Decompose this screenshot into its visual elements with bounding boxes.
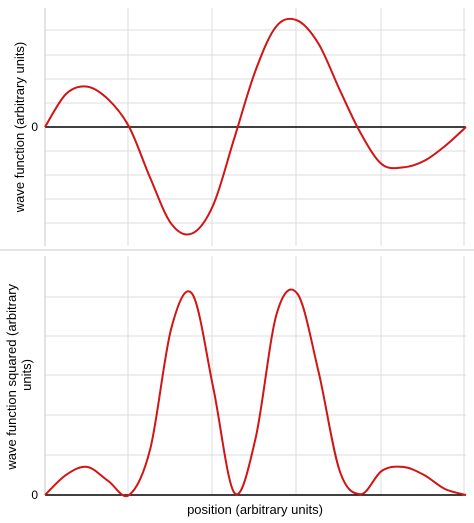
- wave-function-curve: [44, 17, 467, 236]
- wave-function-panel: 0 wave function (arbitrary units): [12, 8, 467, 246]
- y-tick-zero-bottom: 0: [31, 488, 38, 502]
- y-axis-label-bottom: wave function squared (arbitrary units): [4, 280, 34, 470]
- grid-bottom: [45, 256, 466, 495]
- y-axis-label-top: wave function (arbitrary units): [12, 42, 27, 214]
- y-axis-label-bottom-line-2: units): [19, 359, 34, 391]
- wave-function-squared-panel: 0 wave function squared (arbitrary units…: [4, 256, 467, 517]
- x-axis-label: position (arbitrary units): [187, 502, 323, 517]
- wave-function-squared-curve: [44, 288, 467, 498]
- y-tick-zero-top: 0: [31, 120, 38, 134]
- y-axis-label-bottom-line-1: wave function squared (arbitrary: [4, 283, 19, 470]
